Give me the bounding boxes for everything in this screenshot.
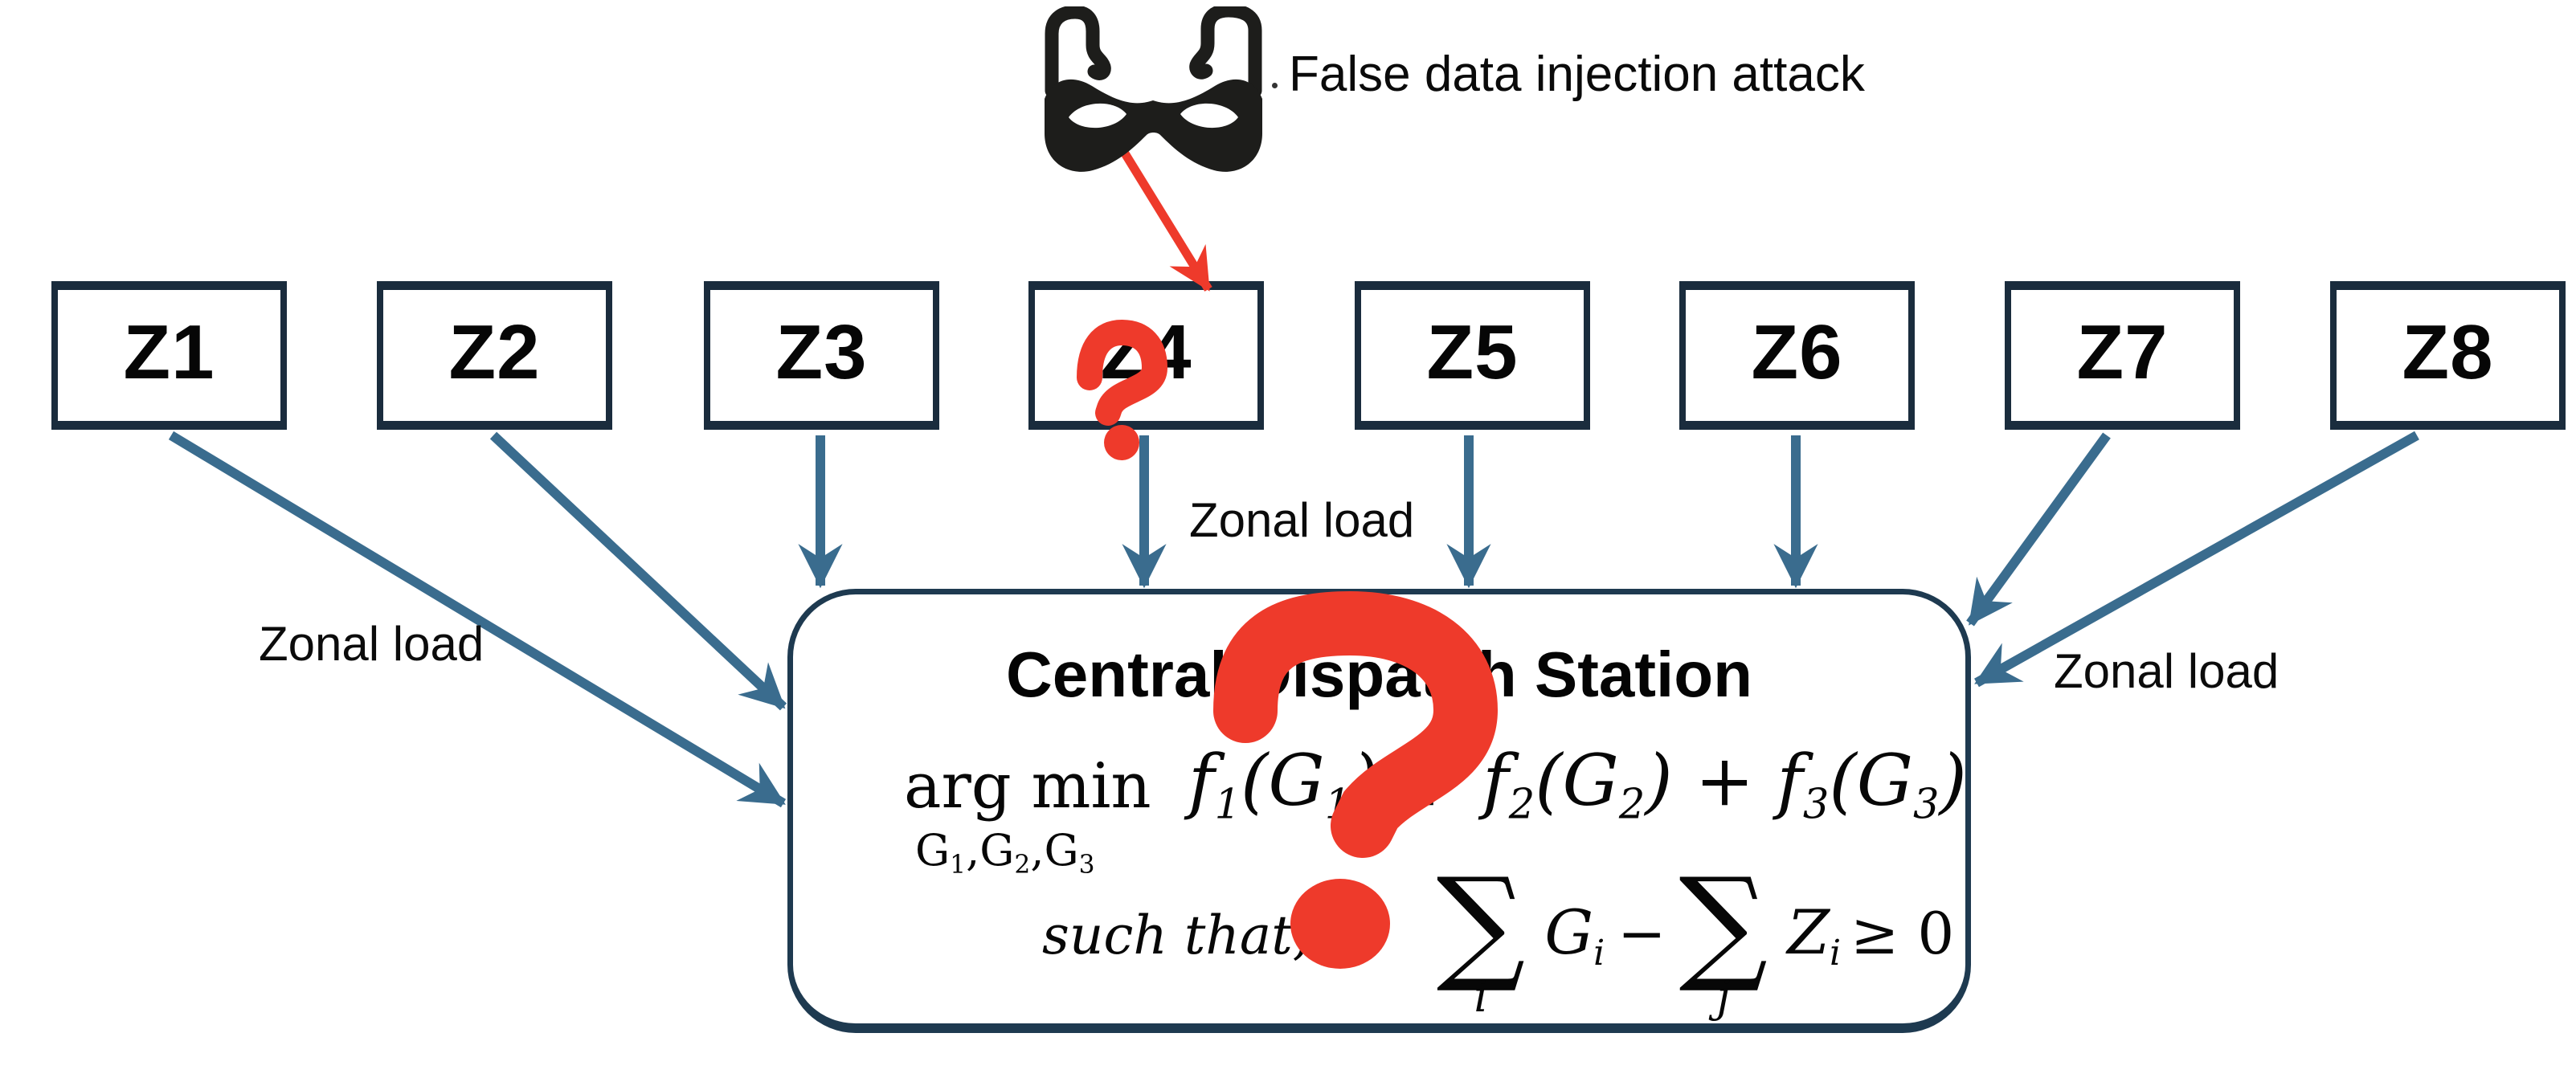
mask-right-eye-hole — [1180, 103, 1238, 129]
arrow-z2-to-station — [489, 431, 787, 711]
mask-left-strap — [1045, 6, 1111, 98]
zonal-load-label-left: Zonal load — [259, 617, 485, 671]
summation-j: ∑ j — [1678, 851, 1768, 1019]
such-that-text: such that, — [1042, 904, 1310, 966]
zone-label: Z7 — [2076, 308, 2169, 395]
math-term: ) + f2 — [1351, 739, 1535, 829]
zone-label: Z8 — [2402, 308, 2494, 395]
math-term: (G2 — [1535, 739, 1646, 829]
zone-box-z3: Z3 — [704, 281, 939, 430]
attack-label: False data injection attack — [1289, 47, 1865, 102]
zone-label: Z3 — [775, 308, 868, 395]
math-term: Gi — [1544, 896, 1605, 974]
sigma-symbol: ∑ — [1436, 851, 1526, 996]
zone-label: Z2 — [448, 308, 541, 395]
operator: ≥ 0 — [1850, 900, 1955, 967]
summation-index: i — [1474, 971, 1488, 1023]
burglar-mask-icon — [1045, 6, 1262, 172]
central-dispatch-station-box: Central Dispatch Station arg min G1,G2,G… — [787, 589, 1971, 1033]
zone-box-z5: Z5 — [1355, 281, 1590, 430]
zone-box-z4: Z4 — [1028, 281, 1264, 430]
zone-box-z6: Z6 — [1679, 281, 1915, 430]
math-term: G2 — [979, 825, 1031, 880]
math-term: ) + f3 — [1645, 739, 1830, 829]
math-term: , — [1030, 825, 1045, 876]
constraint-equation: such that, ∑ i Gi − ∑ j Zi ≥ 0 — [1042, 851, 1955, 1019]
mask-body — [1045, 79, 1262, 172]
math-term: ) — [1939, 739, 1967, 822]
sigma-symbol: ∑ — [1678, 851, 1768, 996]
mask-left-eye-hole — [1069, 103, 1126, 129]
math-term: Zi — [1787, 896, 1842, 974]
zone-box-z1: Z1 — [51, 281, 287, 430]
math-term: G3 — [1044, 825, 1095, 880]
math-term: G1 — [915, 825, 967, 880]
summation-i: ∑ i — [1436, 851, 1526, 1019]
objective-function: f1(G1) + f2(G2) + f3(G3) — [1188, 745, 1967, 826]
summation-index: j — [1716, 971, 1731, 1023]
zonal-load-label-middle: Zonal load — [1189, 493, 1415, 547]
argmin-operator: arg min — [904, 750, 1151, 823]
arrow-z7-to-station — [1966, 432, 2111, 627]
zone-label: Z5 — [1426, 308, 1519, 395]
zone-label: Z1 — [123, 308, 215, 395]
label-leading-dot — [1272, 83, 1278, 88]
mask-right-strap — [1189, 6, 1262, 98]
math-term: , — [966, 825, 980, 876]
operator: − — [1617, 900, 1666, 967]
argmin-variables: G1,G2,G3 — [915, 829, 1095, 878]
math-term: (G1 — [1241, 739, 1351, 829]
math-term: (G3 — [1829, 739, 1940, 829]
zone-box-z8: Z8 — [2330, 281, 2566, 430]
zone-box-z2: Z2 — [377, 281, 612, 430]
zonal-load-label-right: Zonal load — [2054, 644, 2280, 698]
zone-box-z7: Z7 — [2005, 281, 2240, 430]
zone-label: Z4 — [1100, 308, 1192, 395]
station-title: Central Dispatch Station — [1005, 639, 1753, 710]
math-term: f1 — [1188, 739, 1241, 829]
zone-label: Z6 — [1751, 308, 1843, 395]
